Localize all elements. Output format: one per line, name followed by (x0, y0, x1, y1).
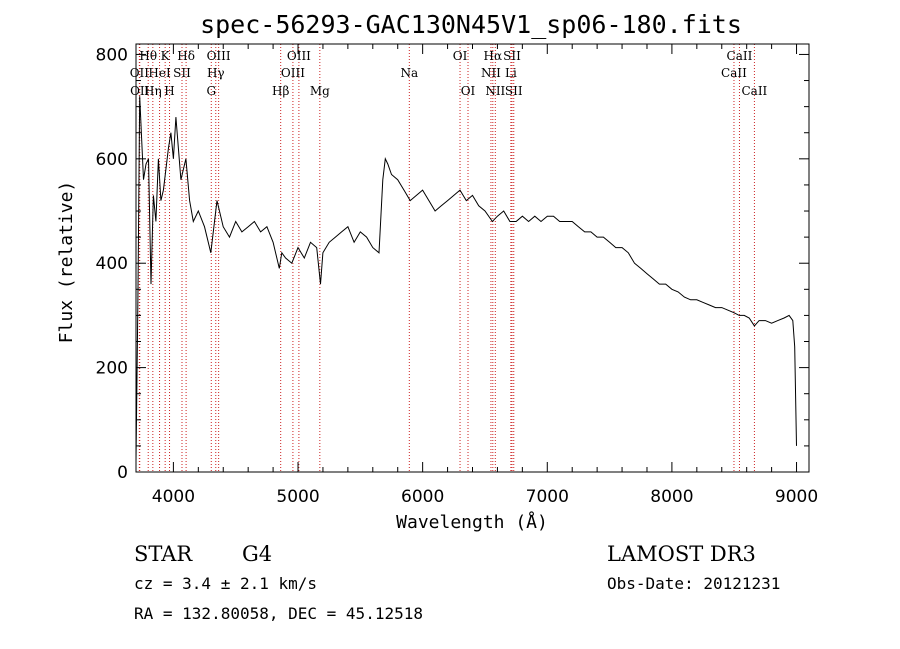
spectral-line-label: NII (485, 84, 505, 98)
x-tick-label: 6000 (401, 487, 444, 507)
x-tick-label: 5000 (276, 487, 319, 507)
object-class: STAR (134, 542, 193, 566)
spectral-line-label: CaII (721, 66, 747, 80)
coordinates: RA = 132.80058, DEC = 45.12518 (134, 604, 423, 623)
spectral-line-label: OIII (207, 49, 231, 63)
spectral-line-label: Hγ (207, 66, 225, 80)
plot-frame (135, 43, 810, 473)
spectral-line-label: CaII (741, 84, 767, 98)
spectral-line-label: OI (453, 49, 468, 63)
spectral-line-label: Hα (484, 49, 503, 63)
spectral-line-label: Mg (310, 84, 330, 98)
observation-date: Obs-Date: 20121231 (607, 574, 780, 593)
spectral-line-label: OIII (287, 49, 311, 63)
spectral-line-label: OII (130, 66, 150, 80)
spectral-line-label: H (164, 84, 174, 98)
spectral-line-label: CaII (727, 49, 753, 63)
spectral-line-label: OI (461, 84, 476, 98)
spectral-line-label: Li (505, 66, 517, 80)
spectral-line-label: NII (481, 66, 501, 80)
y-tick-label: 200 (96, 359, 128, 379)
y-tick-label: 400 (96, 254, 128, 274)
spectral-line-label: Na (400, 66, 418, 80)
spectral-line-label: G (206, 84, 216, 98)
x-axis-label: Wavelength (Å) (396, 511, 548, 533)
chart-title: spec-56293-GAC130N45V1_sp06-180.fits (200, 10, 742, 39)
redshift-velocity: cz = 3.4 ± 2.1 km/s (134, 574, 317, 593)
y-tick-label: 800 (96, 45, 128, 65)
spectral-line-label: SII (173, 66, 191, 80)
y-axis-label: Flux (relative) (56, 181, 77, 344)
x-tick-label: 9000 (775, 487, 818, 507)
y-tick-label: 600 (96, 150, 128, 170)
spectral-line-label: HeI (148, 66, 171, 80)
spectral-line-label: Hη (144, 84, 162, 98)
spectral-line-label: OIII (281, 66, 305, 80)
spectral-line-label: Hδ (177, 49, 195, 63)
spectral-line-label: SII (503, 49, 521, 63)
spectral-lines (138, 44, 755, 472)
object-subclass: G4 (242, 542, 272, 566)
spectral-line-label: OII (130, 84, 150, 98)
axis-ticks: 4000 5000 6000 7000 8000 9000 0 200 400 600 800 (96, 44, 818, 507)
spectrum-line (135, 96, 797, 462)
spectral-line-label: Hβ (272, 84, 289, 98)
spectral-line-label: K (161, 49, 171, 63)
spectral-line-label: SII (505, 84, 523, 98)
spectral-line-label: Hθ (139, 49, 157, 63)
survey-release: LAMOST DR3 (607, 542, 756, 566)
x-tick-label: 4000 (152, 487, 195, 507)
x-tick-label: 7000 (526, 487, 569, 507)
x-tick-label: 8000 (650, 487, 693, 507)
y-tick-label: 0 (117, 463, 128, 483)
